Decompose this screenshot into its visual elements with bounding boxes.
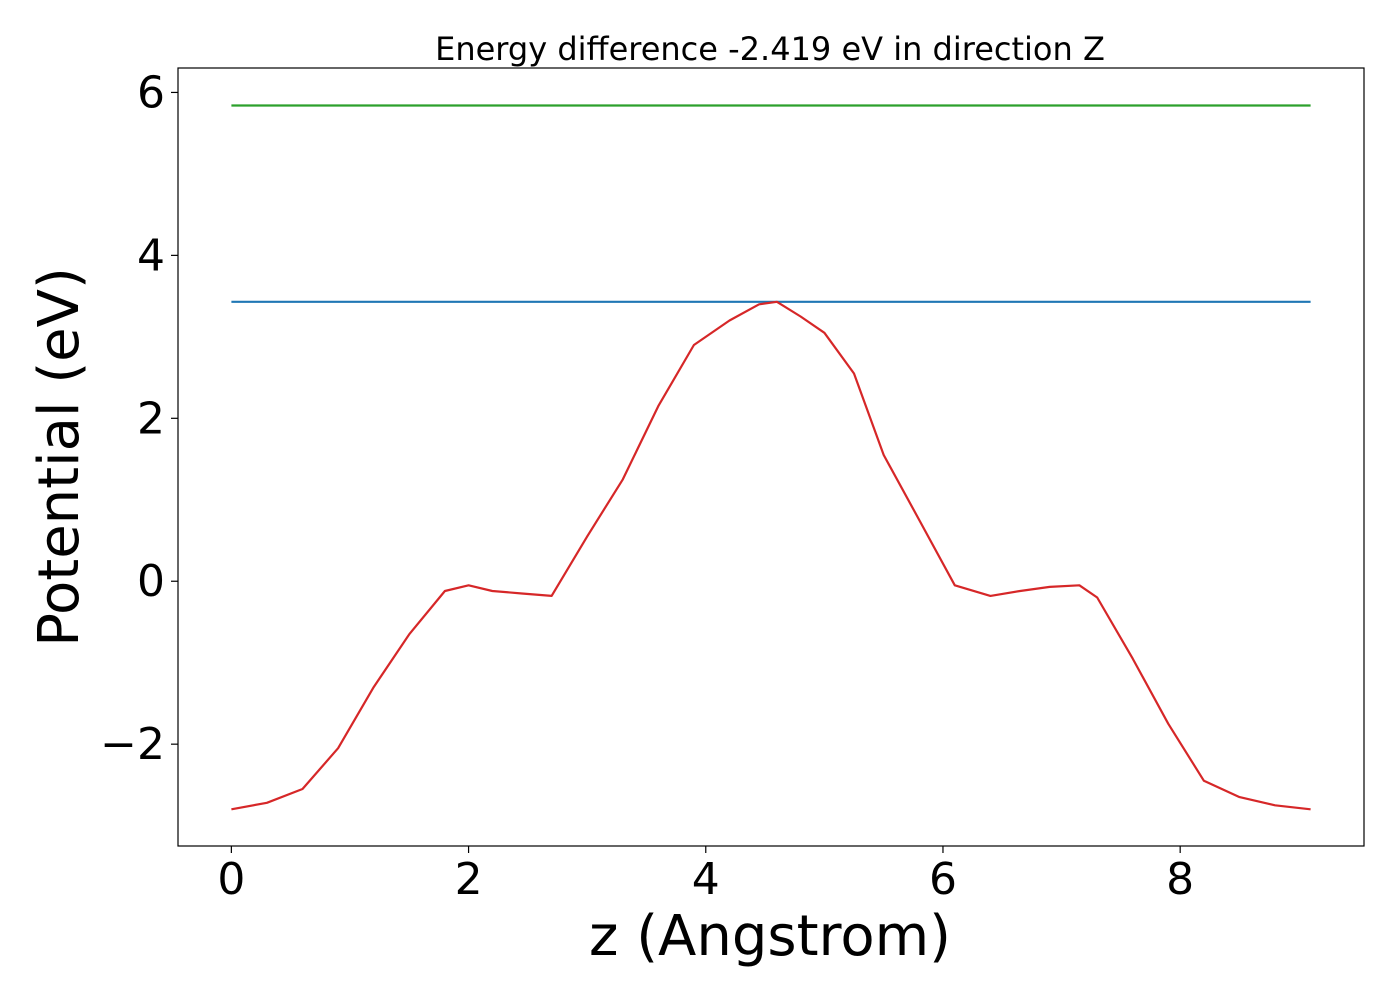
y-tick-label: −2 bbox=[100, 719, 165, 770]
y-tick-label: 0 bbox=[137, 556, 165, 607]
y-axis-label: Potential (eV) bbox=[27, 267, 92, 647]
chart-title: Energy difference -2.419 eV in direction… bbox=[435, 30, 1105, 68]
plot-area bbox=[231, 104, 1311, 811]
plot-frame bbox=[177, 67, 1365, 847]
x-axis-label: z (Angstrom) bbox=[589, 904, 951, 969]
y-axis: −2 0 2 4 6 bbox=[100, 67, 178, 770]
x-tick-label: 6 bbox=[929, 854, 957, 905]
x-tick-label: 2 bbox=[455, 854, 483, 905]
x-tick-label: 0 bbox=[217, 854, 245, 905]
x-tick-label: 4 bbox=[692, 854, 720, 905]
y-tick-label: 4 bbox=[137, 230, 165, 281]
y-tick-label: 6 bbox=[137, 67, 165, 118]
x-tick-label: 8 bbox=[1166, 854, 1194, 905]
x-axis: 0 2 4 6 8 bbox=[217, 846, 1194, 905]
series-line-2 bbox=[231, 300, 1311, 811]
y-tick-label: 2 bbox=[137, 393, 165, 444]
